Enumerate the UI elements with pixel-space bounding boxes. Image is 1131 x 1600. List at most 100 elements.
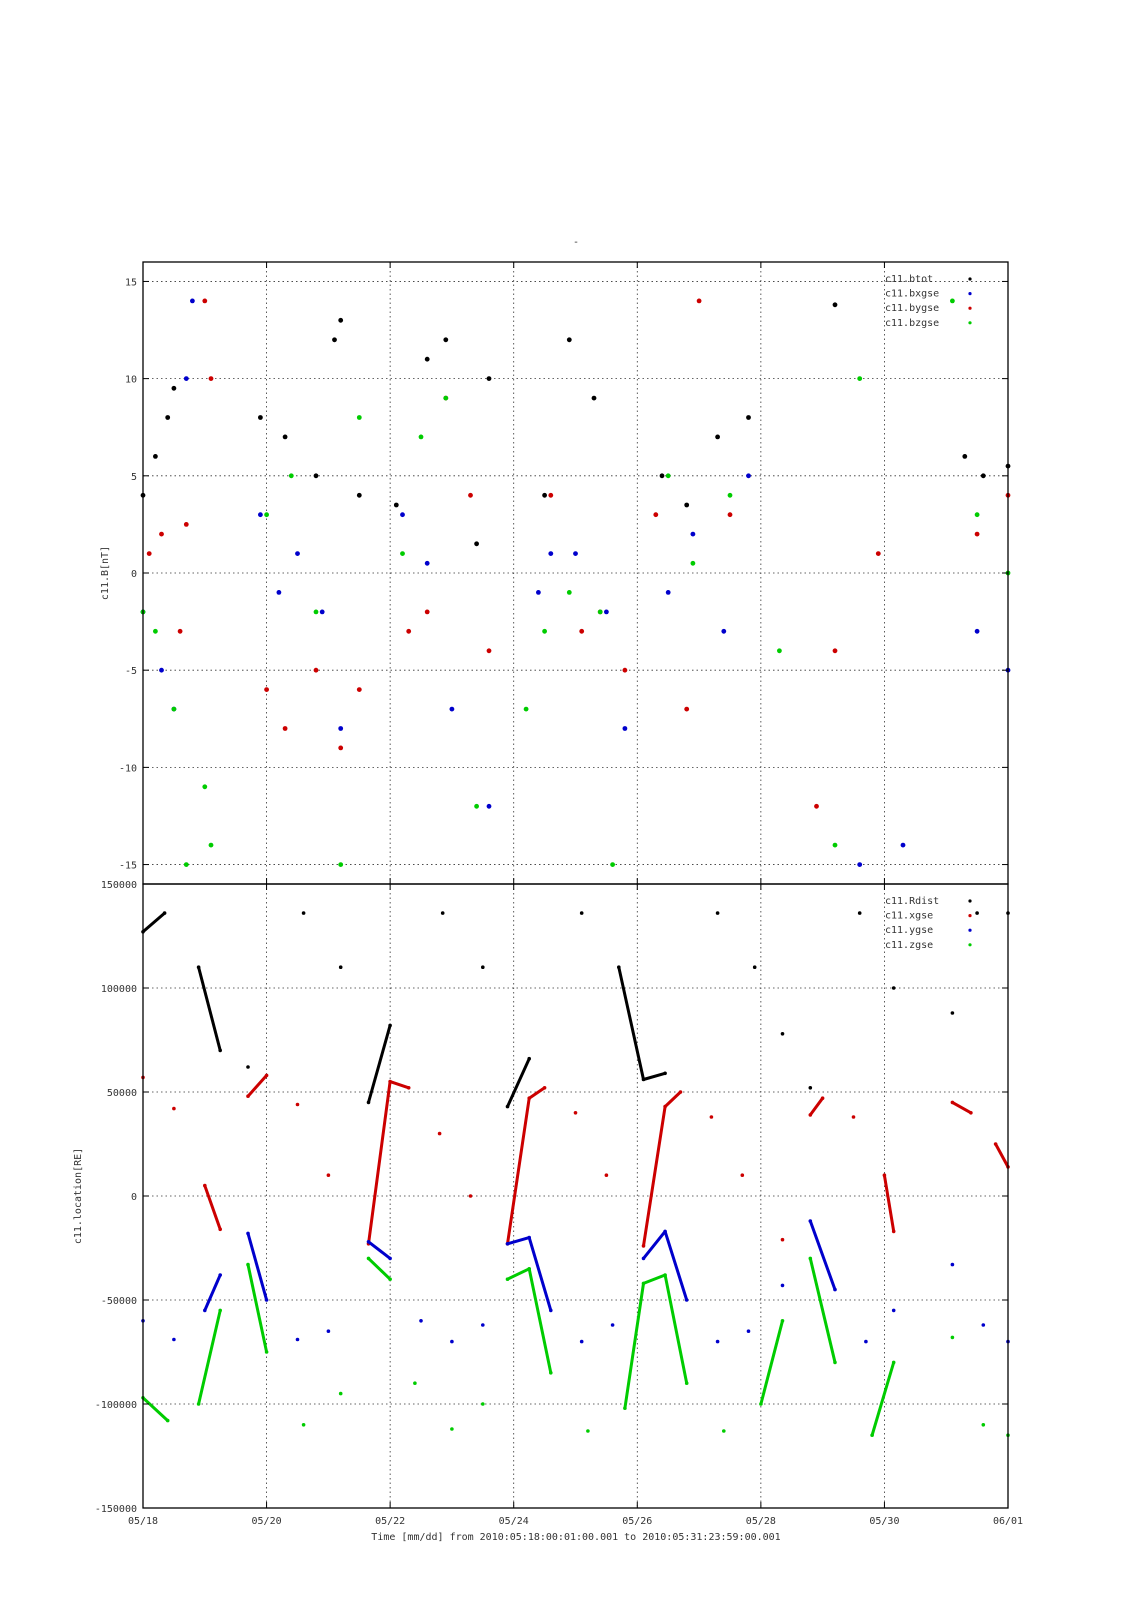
- magnetic-field-data-point: [486, 376, 492, 381]
- location-data-point: [366, 1240, 371, 1244]
- location-series-trace: [808, 1258, 837, 1363]
- magnetic-field-y-tick-label: 5: [131, 472, 137, 483]
- location-data-point: [641, 1077, 646, 1082]
- location-data-point: [573, 1111, 578, 1115]
- location-data-point: [326, 1329, 331, 1333]
- magnetic-field-data-point: [258, 512, 263, 518]
- magnetic-field-legend-label: c11.bxgse: [885, 289, 939, 300]
- location-data-point: [338, 965, 343, 969]
- magnetic-field-data-point: [202, 784, 208, 790]
- magnetic-field-data-point: [338, 862, 344, 867]
- magnetic-field-data-point: [591, 395, 597, 401]
- location-data-point: [808, 1219, 813, 1223]
- magnetic-field-data-point: [282, 726, 288, 731]
- location-data-point: [295, 1102, 300, 1107]
- magnetic-field-data-point: [974, 512, 980, 518]
- location-x-tick-label: 05/26: [622, 1516, 652, 1527]
- magnetic-field-data-point: [832, 648, 838, 654]
- location-series-trace: [623, 1273, 689, 1409]
- location-y-tick-label: 150000: [101, 880, 137, 891]
- magnetic-field-data-point: [208, 842, 214, 848]
- location-data-point: [759, 1402, 763, 1406]
- magnetic-field-panel: -15 -10 -5 0 5 10 15 c11.btot c11.bxgse c11.bygs…: [100, 261, 1011, 885]
- location-data-point: [969, 1111, 973, 1115]
- magnetic-field-data-point: [548, 551, 554, 556]
- magnetic-field-data-point: [597, 609, 603, 615]
- location-series-trace: [809, 1097, 824, 1116]
- magnetic-field-data-point: [548, 492, 554, 498]
- magnetic-field-data-point: [332, 337, 337, 343]
- location-data-point: [481, 965, 485, 969]
- location-data-point: [663, 1071, 667, 1076]
- location-data-point: [740, 1173, 745, 1177]
- location-x-tick-label: 06/01: [993, 1516, 1023, 1527]
- magnetic-field-data-point: [962, 454, 968, 459]
- magnetic-field-legend-marker: [968, 292, 972, 296]
- magnetic-field-data-point: [579, 628, 585, 634]
- magnetic-field-data-point: [295, 551, 300, 556]
- magnetic-field-data-point: [573, 551, 578, 556]
- location-data-point: [326, 1173, 331, 1177]
- location-data-point: [851, 1115, 856, 1119]
- magnetic-field-series-c11-bzgse: [140, 298, 1011, 867]
- location-data-point: [857, 911, 862, 915]
- magnetic-field-data-point: [443, 395, 449, 401]
- magnetic-field-data-point: [159, 667, 164, 673]
- location-data-point: [641, 1281, 646, 1286]
- magnetic-field-data-point: [857, 862, 863, 867]
- location-data-point: [663, 1229, 667, 1234]
- location-data-point: [891, 986, 896, 990]
- magnetic-field-data-point: [177, 628, 183, 634]
- location-legend-marker: [968, 928, 972, 932]
- location-data-point: [684, 1298, 689, 1302]
- location-series-trace: [367, 1240, 392, 1260]
- location-data-point: [709, 1115, 714, 1119]
- location-data-point: [549, 1371, 553, 1375]
- magnetic-field-data-point: [684, 706, 690, 712]
- magnetic-field-data-point: [400, 551, 405, 556]
- location-data-point: [203, 1308, 207, 1313]
- magnetic-field-data-point: [622, 726, 628, 731]
- magnetic-field-data-point: [604, 609, 609, 615]
- location-data-point: [505, 1277, 510, 1281]
- location-data-point: [808, 1113, 813, 1117]
- location-series-trace: [141, 1396, 169, 1422]
- magnetic-field-data-point: [418, 434, 424, 440]
- magnetic-field-series-c11-btot: [140, 302, 1011, 547]
- magnetic-field-data-point: [474, 803, 479, 809]
- magnetic-field-y-tick-label: -5: [125, 666, 137, 677]
- location-data-point: [388, 1277, 392, 1281]
- location-data-point: [468, 1194, 473, 1198]
- location-data-point: [366, 1256, 371, 1261]
- magnetic-field-data-point: [153, 628, 158, 634]
- magnetic-field-data-point: [665, 590, 671, 595]
- magnetic-field-data-point: [264, 512, 269, 518]
- magnetic-field-data-point: [313, 473, 319, 479]
- location-data-point: [165, 1418, 170, 1423]
- location-data-point: [440, 911, 445, 915]
- location-data-point: [527, 1235, 531, 1240]
- location-data-point: [218, 1048, 222, 1053]
- location-data-point: [246, 1262, 250, 1267]
- magnetic-field-legend-label: c11.bzgse: [885, 318, 939, 329]
- magnetic-field-data-point: [832, 302, 838, 308]
- magnetic-field-data-point: [875, 551, 881, 556]
- location-legend-label: c11.ygse: [885, 925, 933, 936]
- x-axis-title: Time [mm/dd] from 2010:05:18:00:01:00.00…: [371, 1532, 780, 1543]
- location-data-point: [684, 1381, 689, 1385]
- magnetic-field-data-point: [542, 628, 547, 634]
- location-data-point: [172, 1337, 176, 1342]
- location-data-point: [264, 1350, 269, 1354]
- location-legend-label: c11.zgse: [885, 940, 933, 951]
- location-data-point: [450, 1427, 454, 1431]
- magnetic-field-data-point: [183, 522, 189, 527]
- location-legend-label: c11.xgse: [885, 911, 933, 922]
- location-series-trace: [246, 1074, 268, 1098]
- location-y-tick-label: 100000: [101, 984, 137, 995]
- magnetic-field-data-point: [282, 434, 288, 440]
- magnetic-field-legend-label: c11.btot: [885, 274, 933, 285]
- location-data-point: [172, 1106, 176, 1111]
- magnetic-field-data-point: [159, 531, 164, 537]
